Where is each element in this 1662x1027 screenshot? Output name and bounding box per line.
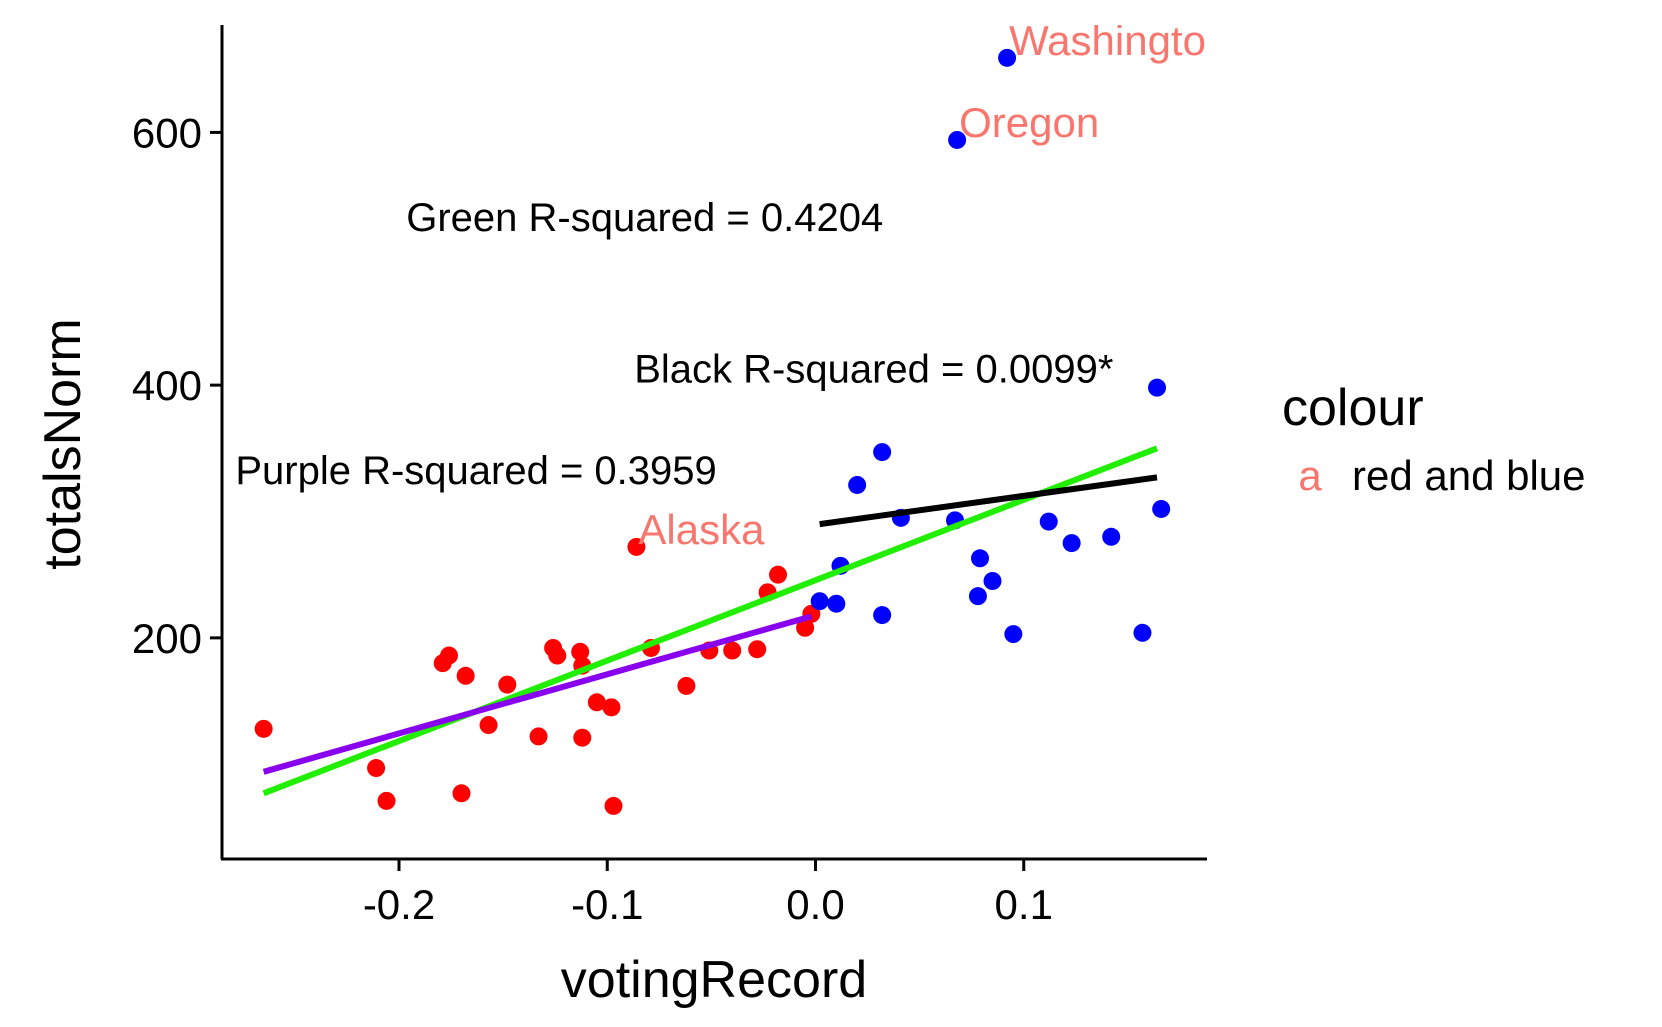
- red-data-point: [439, 646, 458, 665]
- red-data-point: [769, 565, 788, 584]
- blue-data-point: [968, 587, 987, 606]
- red-data-point: [367, 759, 386, 778]
- point-label-oregon: Oregon: [959, 99, 1099, 146]
- red-data-point: [456, 666, 475, 685]
- red-data-point: [604, 796, 623, 815]
- red-data-point: [498, 675, 517, 694]
- y-tick-label: 600: [132, 109, 202, 156]
- legend-key-a: a: [1298, 452, 1322, 499]
- blue-data-point: [983, 572, 1002, 590]
- purple-regression-line: [262, 613, 813, 775]
- red-data-point: [377, 791, 396, 810]
- red-data-point: [529, 727, 548, 746]
- y-axis-title: totalsNorm: [34, 318, 92, 569]
- legend-title: colour: [1282, 379, 1424, 437]
- red-data-point: [571, 642, 590, 661]
- red-data-point: [796, 618, 815, 637]
- blue-data-point: [948, 130, 967, 149]
- legend-label-red-and-blue: red and blue: [1352, 452, 1586, 499]
- x-tick-label: 0.0: [786, 881, 844, 928]
- green-r-squared-annotation: Green R-squared = 0.4204: [406, 196, 883, 240]
- red-data-point: [548, 646, 567, 665]
- point-label-alaska: Alaska: [638, 506, 765, 553]
- blue-data-point: [1062, 534, 1081, 553]
- red-data-point: [587, 693, 606, 712]
- red-data-point: [677, 676, 696, 695]
- blue-data-point: [971, 549, 990, 568]
- black-regression-line: [819, 474, 1158, 528]
- red-data-point: [627, 537, 646, 556]
- y-tick-label: 400: [132, 362, 202, 409]
- blue-data-point: [1039, 512, 1058, 531]
- red-data-point: [452, 784, 471, 803]
- red-data-point: [254, 719, 273, 738]
- red-data-point: [723, 641, 742, 660]
- green-regression-line: [262, 445, 1159, 797]
- blue-data-point: [873, 606, 892, 625]
- blue-data-point: [810, 592, 829, 611]
- point-label-washington: Washington: [1009, 17, 1229, 64]
- blue-data-point: [1133, 623, 1152, 642]
- x-tick-label: 0.1: [995, 881, 1053, 928]
- legend: colour a red and blue: [1282, 379, 1586, 499]
- red-data-point: [479, 716, 498, 735]
- black-r-squared-annotation: Black R-squared = 0.0099*: [634, 348, 1113, 392]
- x-tick-label: -0.1: [571, 881, 643, 928]
- blue-data-point: [1152, 499, 1171, 518]
- blue-data-point: [998, 48, 1017, 67]
- blue-data-point: [1004, 625, 1023, 644]
- blue-data-point: [873, 443, 892, 462]
- x-tick-label: -0.2: [363, 881, 435, 928]
- blue-data-point: [1102, 527, 1121, 546]
- y-tick-label: 200: [132, 615, 202, 662]
- red-data-point: [602, 698, 621, 717]
- blue-data-point: [848, 475, 867, 494]
- purple-r-squared-annotation: Purple R-squared = 0.3959: [235, 449, 716, 493]
- red-data-point: [748, 640, 767, 659]
- blue-data-point: [827, 594, 846, 613]
- blue-data-point: [1148, 378, 1167, 397]
- x-axis-title: votingRecord: [561, 951, 867, 1009]
- red-data-point: [573, 728, 592, 747]
